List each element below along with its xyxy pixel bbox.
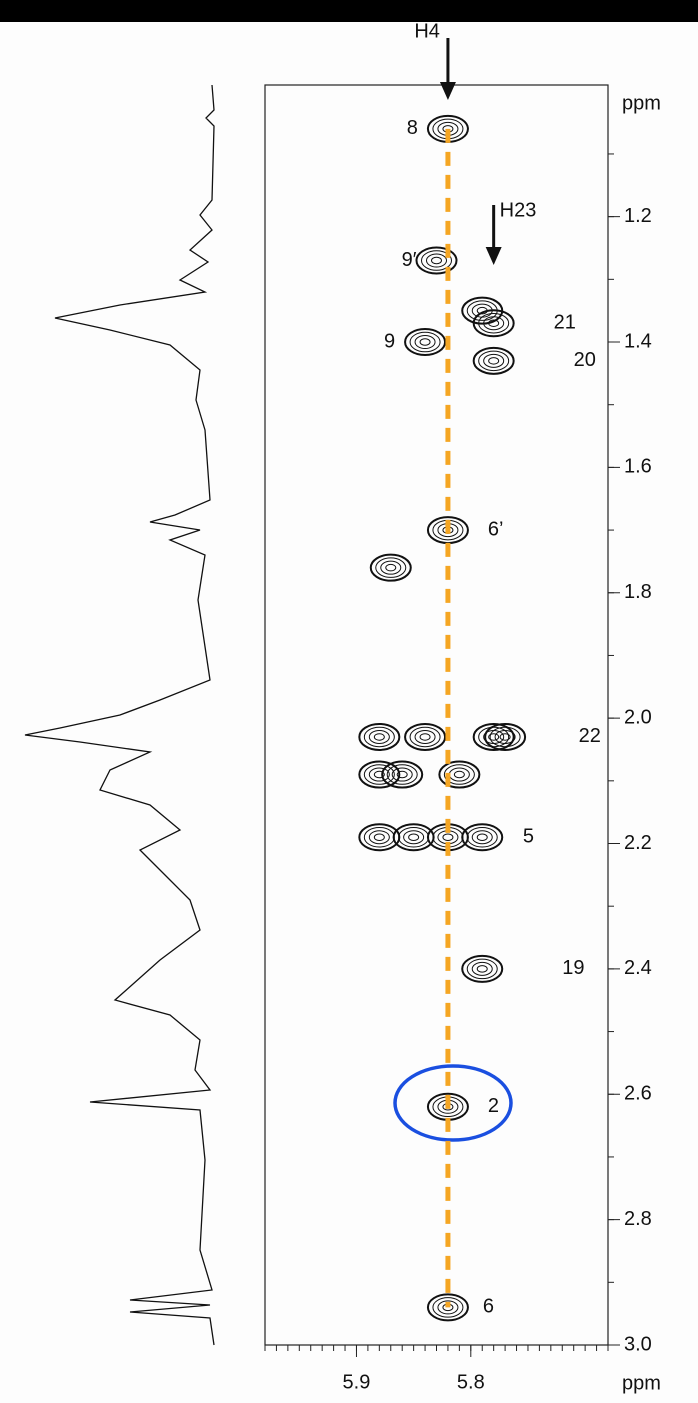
contour bbox=[438, 760, 481, 789]
peak-label: 9 bbox=[384, 330, 395, 352]
y-axis-label: ppm bbox=[622, 92, 661, 114]
cross-peak bbox=[432, 1297, 464, 1318]
x-tick-label: 5.8 bbox=[457, 1371, 485, 1393]
arrow-label: H23 bbox=[500, 199, 537, 221]
contour bbox=[373, 733, 385, 741]
projection-spectrum bbox=[24, 84, 215, 1346]
contour bbox=[375, 557, 407, 578]
x-tick-label: 5.9 bbox=[343, 1371, 371, 1393]
y-tick-label: 1.6 bbox=[624, 456, 652, 478]
peak-label: 20 bbox=[574, 349, 596, 371]
y-tick-label: 2.6 bbox=[624, 1083, 652, 1105]
cross-peak bbox=[404, 328, 447, 357]
peak-label: 6 bbox=[483, 1296, 494, 1318]
contour bbox=[403, 830, 425, 845]
contour bbox=[419, 733, 431, 741]
contour bbox=[391, 767, 413, 782]
contour bbox=[471, 830, 493, 845]
cross-peak bbox=[478, 726, 510, 748]
peak-label: 6’ bbox=[488, 518, 504, 540]
contour bbox=[363, 726, 395, 748]
cross-peak bbox=[478, 350, 510, 372]
cross-peak bbox=[437, 1300, 459, 1315]
arrow-head bbox=[439, 82, 456, 100]
cross-peak bbox=[488, 357, 500, 365]
y-tick-label: 2.0 bbox=[624, 706, 652, 728]
cross-peak bbox=[483, 729, 505, 744]
peak-label: 22 bbox=[579, 725, 601, 747]
contour bbox=[358, 823, 401, 852]
y-tick-label: 2.4 bbox=[624, 957, 652, 979]
peak-label: 21 bbox=[554, 311, 576, 333]
arrow-head bbox=[485, 247, 502, 265]
cross-peak bbox=[461, 954, 504, 983]
contour bbox=[363, 764, 395, 785]
y-tick-label: 2.8 bbox=[624, 1208, 652, 1230]
cross-peak bbox=[472, 722, 515, 751]
cross-peak bbox=[472, 309, 515, 338]
contour bbox=[409, 726, 441, 748]
contour bbox=[368, 830, 390, 845]
contour bbox=[461, 823, 504, 852]
contour bbox=[358, 760, 401, 789]
cross-peak bbox=[483, 353, 505, 368]
contour bbox=[443, 764, 475, 785]
contour bbox=[414, 729, 436, 744]
contour bbox=[404, 722, 447, 751]
cross-peak bbox=[466, 958, 498, 980]
cross-peak bbox=[426, 1293, 469, 1322]
contour bbox=[453, 770, 465, 779]
cross-peak bbox=[419, 338, 431, 346]
peak-label: 2 bbox=[488, 1095, 499, 1117]
contour bbox=[392, 823, 435, 852]
peak-label: 8 bbox=[407, 117, 418, 139]
peak-label: 5 bbox=[523, 826, 534, 848]
peak-label: 19 bbox=[562, 957, 584, 979]
contour bbox=[368, 767, 390, 782]
peak-label: 9′ bbox=[402, 249, 417, 271]
cross-peak bbox=[478, 312, 510, 334]
cross-peak bbox=[483, 316, 505, 331]
contour bbox=[380, 560, 402, 575]
cross-peak bbox=[414, 335, 436, 350]
cross-peak bbox=[472, 346, 515, 375]
contour bbox=[386, 764, 418, 785]
paper bbox=[0, 22, 698, 1403]
cross-peak bbox=[471, 961, 493, 976]
cross-peak bbox=[421, 250, 452, 271]
y-tick-label: 1.2 bbox=[624, 205, 652, 227]
cross-peak bbox=[409, 331, 441, 353]
contour bbox=[385, 563, 397, 572]
contour bbox=[368, 729, 390, 744]
arrow-label: H4 bbox=[414, 20, 440, 42]
contour bbox=[484, 722, 527, 751]
contour bbox=[408, 833, 420, 841]
y-tick-label: 3.0 bbox=[624, 1333, 652, 1355]
contour bbox=[358, 722, 401, 751]
contour bbox=[396, 770, 408, 779]
contour bbox=[373, 770, 385, 779]
cross-peak bbox=[431, 256, 442, 265]
cross-peak bbox=[488, 733, 500, 741]
cross-peak bbox=[488, 319, 500, 327]
cross-peak bbox=[415, 246, 458, 275]
contour bbox=[499, 733, 511, 741]
y-tick-label: 2.2 bbox=[624, 832, 652, 854]
highlight-circle bbox=[393, 1064, 513, 1142]
cross-peak bbox=[426, 253, 447, 268]
cross-peak bbox=[476, 965, 488, 973]
y-tick-label: 1.4 bbox=[624, 330, 652, 352]
contour bbox=[369, 553, 412, 582]
contour bbox=[381, 760, 424, 789]
cross-peak bbox=[442, 833, 454, 841]
y-tick-label: 1.8 bbox=[624, 581, 652, 603]
contour bbox=[476, 833, 488, 841]
contour bbox=[373, 833, 385, 841]
x-axis-label: ppm bbox=[622, 1372, 661, 1394]
